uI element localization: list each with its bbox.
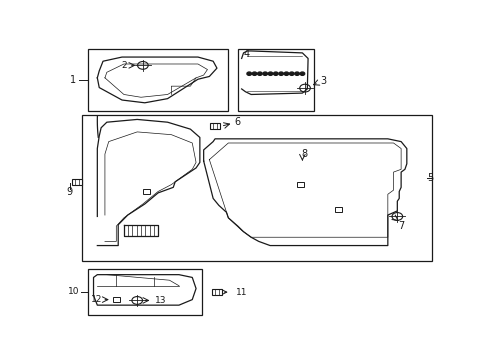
Text: 4: 4 <box>244 49 249 59</box>
Text: 7: 7 <box>398 221 404 231</box>
Circle shape <box>290 72 294 75</box>
Bar <box>73 179 82 185</box>
Bar <box>210 123 220 129</box>
Bar <box>297 182 304 187</box>
Circle shape <box>252 72 257 75</box>
Text: 12: 12 <box>91 295 102 304</box>
Text: 6: 6 <box>234 117 240 127</box>
Circle shape <box>273 72 278 75</box>
Text: 3: 3 <box>320 76 326 86</box>
Text: 11: 11 <box>236 288 247 297</box>
Bar <box>212 289 222 295</box>
Circle shape <box>279 72 283 75</box>
Text: 1: 1 <box>71 75 76 85</box>
Text: 10: 10 <box>68 287 79 296</box>
Circle shape <box>284 72 289 75</box>
Text: 9: 9 <box>67 187 73 197</box>
Circle shape <box>300 72 305 75</box>
Text: 13: 13 <box>155 296 167 305</box>
Circle shape <box>258 72 262 75</box>
Text: 5: 5 <box>427 173 434 183</box>
Circle shape <box>295 72 299 75</box>
Circle shape <box>263 72 268 75</box>
Text: 8: 8 <box>301 149 307 159</box>
Bar <box>88 49 228 111</box>
Circle shape <box>268 72 273 75</box>
Text: 2: 2 <box>121 61 127 70</box>
Circle shape <box>247 72 251 75</box>
Bar <box>238 49 314 111</box>
Bar <box>82 115 432 261</box>
Bar <box>335 207 342 212</box>
Bar <box>143 189 150 194</box>
Bar <box>88 269 202 315</box>
Bar <box>113 297 120 302</box>
